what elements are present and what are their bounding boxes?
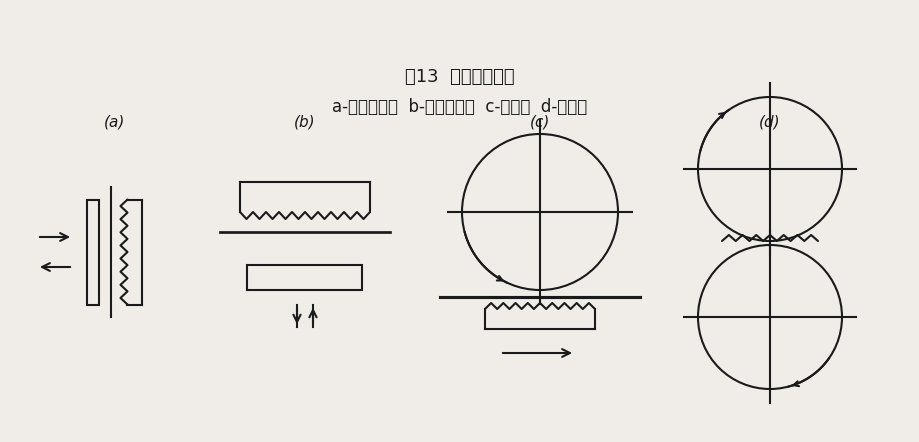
Text: 图13  模压机的分类: 图13 模压机的分类 [404,68,515,86]
Bar [247,264,362,290]
Text: (c): (c) [529,114,550,130]
Text: a-立式平压平  b-卧式平压平  c-圆压平  d-圆压圆: a-立式平压平 b-卧式平压平 c-圆压平 d-圆压圆 [332,98,587,116]
Text: (a): (a) [104,114,126,130]
Text: (b): (b) [294,114,315,130]
Bar [87,199,99,305]
Text: (d): (d) [758,114,780,130]
